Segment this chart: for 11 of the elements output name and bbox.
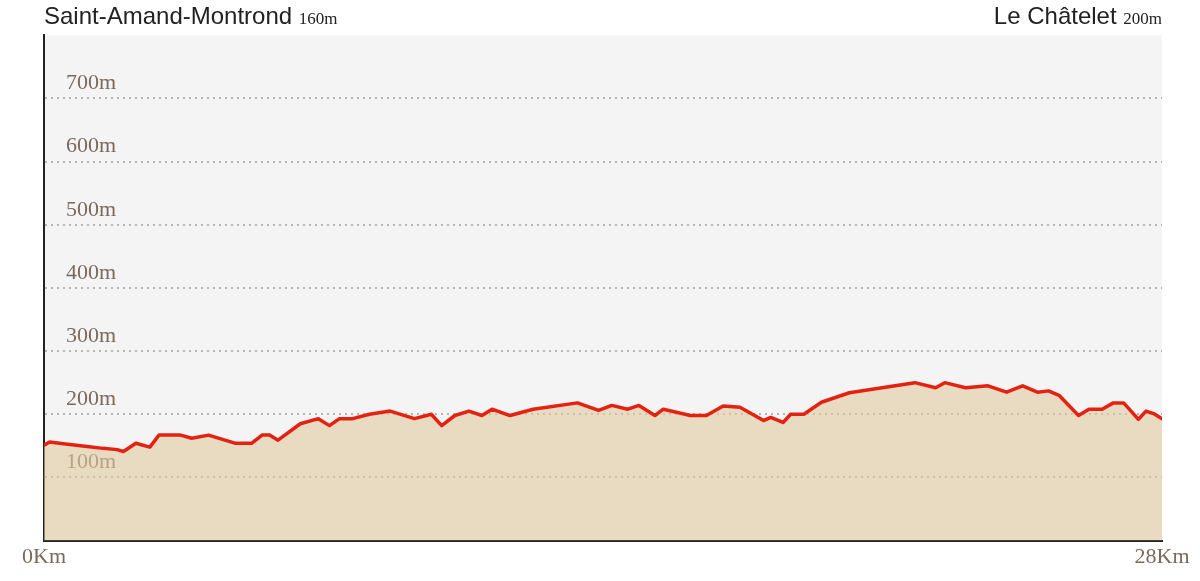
y-tick-label: 200m: [66, 385, 117, 411]
x-tick-label: 0Km: [22, 542, 66, 568]
text: Le Châtelet 200m: [993, 2, 1162, 29]
y-tick-label: 500m: [66, 195, 117, 221]
text: Saint-Amand-Montrond 160m: [44, 2, 338, 29]
y-tick-label: 100m: [66, 448, 117, 474]
x-tick-label: 28Km: [1134, 542, 1190, 568]
y-tick-label: 400m: [66, 258, 117, 284]
y-tick-label: 700m: [66, 69, 117, 95]
y-tick-label: 300m: [66, 321, 117, 347]
y-tick-label: 600m: [66, 132, 117, 158]
